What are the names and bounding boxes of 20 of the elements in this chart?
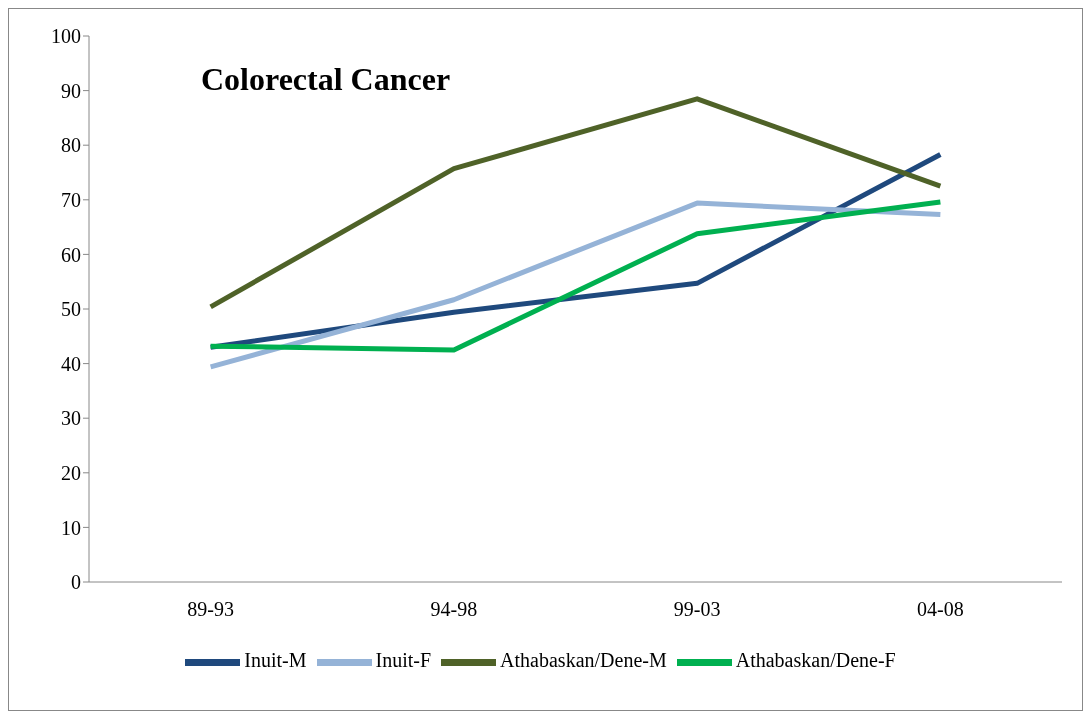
text: Colorectal Cancer [201, 61, 451, 98]
y-tick-label: 0 [71, 571, 81, 594]
y-tick-label: 40 [61, 352, 81, 375]
legend-label: Inuit-M [244, 649, 307, 672]
y-tick-label: 80 [61, 134, 81, 157]
x-tick-label: 04-08 [917, 598, 964, 621]
legend-label: Athabaskan/Dene-M [500, 649, 667, 672]
y-tick-label: 100 [51, 25, 81, 48]
x-tick-label: 89-93 [187, 598, 234, 621]
y-tick-label: 20 [61, 461, 81, 484]
x-tick-label: 94-98 [430, 598, 478, 621]
legend-label: Inuit-F [375, 649, 432, 672]
y-tick-label: 50 [61, 298, 81, 321]
y-tick-label: 60 [61, 243, 81, 266]
y-tick-label: 30 [61, 407, 81, 430]
legend-label: Athabaskan/Dene-F [735, 649, 896, 672]
y-tick-label: 90 [61, 79, 81, 102]
y-tick-label: 10 [61, 516, 81, 539]
x-tick-label: 99-03 [673, 598, 721, 621]
y-tick-label: 70 [61, 188, 81, 211]
